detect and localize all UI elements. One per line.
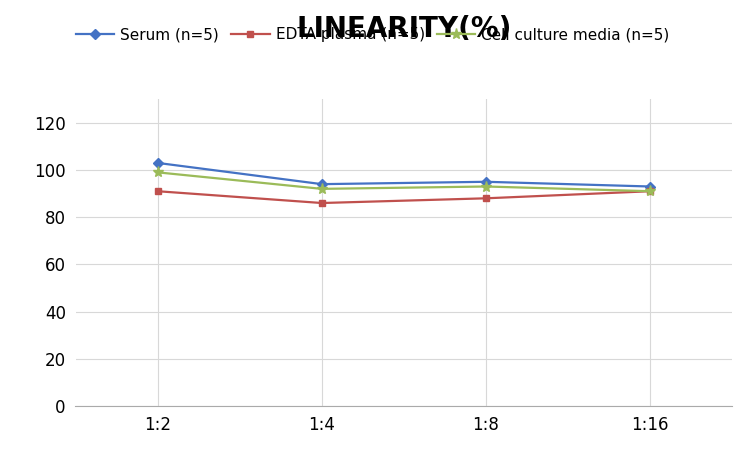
Title: LINEARITY(%): LINEARITY(%): [296, 15, 512, 43]
EDTA plasma (n=5): [482, 196, 491, 201]
Line: Serum (n=5): Serum (n=5): [154, 160, 654, 190]
Line: EDTA plasma (n=5): EDTA plasma (n=5): [154, 188, 654, 207]
Cell culture media (n=5): [153, 170, 162, 175]
EDTA plasma (n=5): [317, 200, 326, 206]
Serum (n=5): [153, 160, 162, 166]
Serum (n=5): [646, 184, 655, 189]
Serum (n=5): [482, 179, 491, 184]
Cell culture media (n=5): [482, 184, 491, 189]
Cell culture media (n=5): [317, 186, 326, 192]
Cell culture media (n=5): [646, 189, 655, 194]
Line: Cell culture media (n=5): Cell culture media (n=5): [152, 167, 656, 197]
EDTA plasma (n=5): [646, 189, 655, 194]
Legend: Serum (n=5), EDTA plasma (n=5), Cell culture media (n=5): Serum (n=5), EDTA plasma (n=5), Cell cul…: [70, 21, 676, 48]
Serum (n=5): [317, 181, 326, 187]
EDTA plasma (n=5): [153, 189, 162, 194]
